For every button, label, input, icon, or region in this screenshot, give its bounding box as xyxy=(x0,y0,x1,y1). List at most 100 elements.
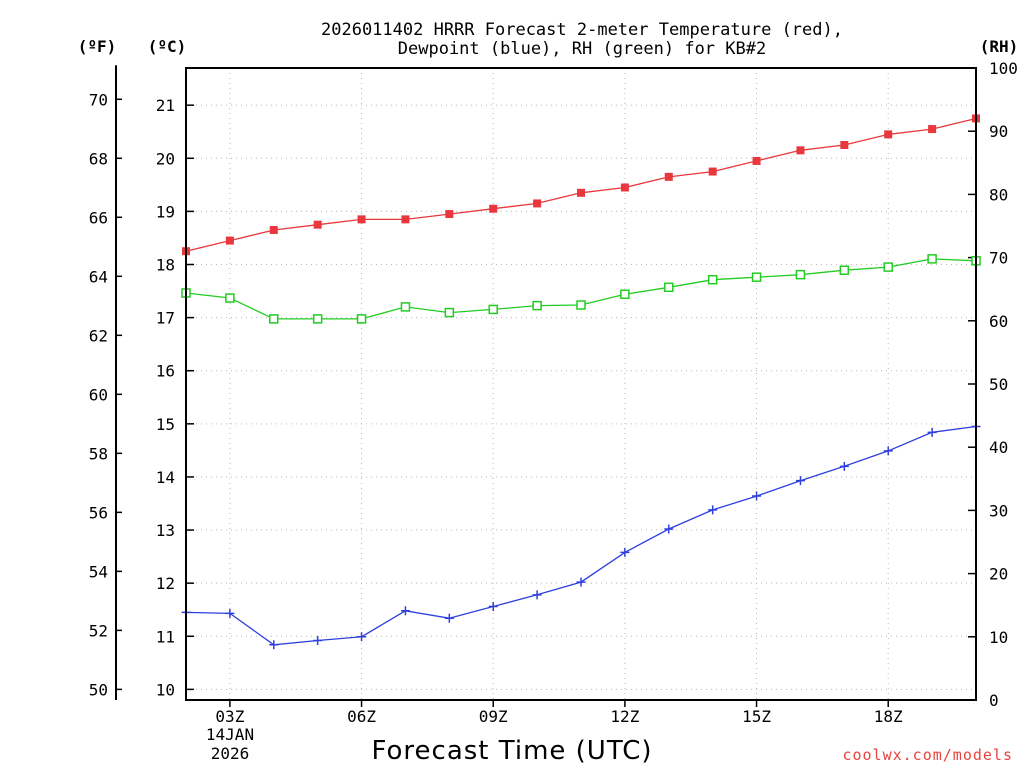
x-tick-label: 18Z xyxy=(874,707,903,726)
dewpoint-point xyxy=(488,602,498,612)
rh-tick-label: 10 xyxy=(989,628,1008,647)
rh-point xyxy=(839,265,850,275)
rh-point xyxy=(664,282,674,293)
fahrenheit-tick-label: 54 xyxy=(89,562,108,581)
x-tick-label: 03Z xyxy=(215,707,244,726)
rh-tick-label: 50 xyxy=(989,375,1008,394)
rh-point xyxy=(620,289,630,300)
fahrenheit-axis: 50 52 54 56 58 60 62 64 66 68 70 xyxy=(89,65,122,700)
dewpoint-point xyxy=(752,491,762,501)
dewpoint-point xyxy=(269,640,279,650)
temperature-point xyxy=(313,220,322,229)
date-label-day: 14JAN xyxy=(206,725,254,744)
dewpoint-point xyxy=(839,461,849,471)
rh-tick-label: 80 xyxy=(989,185,1008,204)
fahrenheit-unit-label: (ºF) xyxy=(78,37,117,56)
temperature-point xyxy=(840,141,849,150)
celsius-tick-label: 18 xyxy=(156,256,175,275)
celsius-tick-label: 19 xyxy=(156,202,175,221)
rh-unit-label: (RH) xyxy=(980,37,1019,56)
fahrenheit-tick-label: 62 xyxy=(89,326,108,345)
site-credit: coolwx.com/models xyxy=(842,746,1013,764)
rh-point xyxy=(532,300,542,311)
chart-title-line2: Dewpoint (blue), RH (green) for KB#2 xyxy=(398,39,766,59)
temperature-point xyxy=(269,225,278,234)
temperature-point xyxy=(620,183,629,192)
rh-tick-label: 40 xyxy=(989,438,1008,457)
dewpoint-line xyxy=(185,425,977,646)
celsius-axis: 10 11 12 13 14 15 16 17 18 19 20 21 xyxy=(156,96,194,699)
dewpoint-point xyxy=(620,547,630,557)
rh-tick-label: 60 xyxy=(989,312,1008,331)
celsius-tick-label: 13 xyxy=(156,521,175,540)
temperature-point xyxy=(884,130,893,139)
temperature-point xyxy=(445,210,454,219)
fahrenheit-tick-label: 52 xyxy=(89,621,108,640)
rh-point xyxy=(707,274,718,285)
temperature-point xyxy=(796,146,805,155)
rh-axis: 0 10 20 30 40 50 60 70 80 90 100 xyxy=(968,59,1018,710)
rh-point xyxy=(269,314,279,324)
dewpoint-point xyxy=(664,524,674,534)
x-tick-label: 06Z xyxy=(347,707,376,726)
rh-point xyxy=(225,293,235,303)
rh-point xyxy=(356,314,367,324)
plot-frame xyxy=(185,67,977,701)
rh-point xyxy=(444,307,455,318)
rh-point xyxy=(795,269,806,280)
rh-point xyxy=(883,262,893,272)
data-series xyxy=(181,114,981,650)
celsius-unit-label: (ºC) xyxy=(148,37,187,56)
rh-point xyxy=(488,304,498,315)
rh-point xyxy=(751,272,762,282)
dewpoint-point xyxy=(708,505,718,515)
rh-tick-label: 0 xyxy=(989,691,999,710)
fahrenheit-tick-label: 60 xyxy=(89,385,108,404)
rh-line xyxy=(185,258,977,320)
dewpoint-point xyxy=(444,613,454,623)
rh-point xyxy=(312,314,323,324)
temperature-point xyxy=(577,188,585,197)
dewpoint-point xyxy=(532,590,542,600)
celsius-tick-label: 10 xyxy=(156,680,175,699)
fahrenheit-tick-label: 50 xyxy=(89,680,108,699)
rh-point xyxy=(576,300,586,310)
rh-point xyxy=(927,254,937,264)
x-tick-label: 09Z xyxy=(479,707,508,726)
celsius-tick-label: 17 xyxy=(156,309,175,328)
celsius-tick-label: 12 xyxy=(156,574,175,593)
temperature-point xyxy=(928,125,937,134)
x-tick-label: 12Z xyxy=(610,707,639,726)
temperature-point xyxy=(489,204,498,213)
celsius-tick-label: 14 xyxy=(156,468,175,487)
x-tick-label: 15Z xyxy=(742,707,771,726)
fahrenheit-tick-label: 70 xyxy=(89,90,108,109)
x-axis: 03Z 06Z 09Z 12Z 15Z 18Z xyxy=(215,700,903,726)
celsius-tick-label: 16 xyxy=(156,362,175,381)
fahrenheit-tick-label: 56 xyxy=(89,503,108,522)
dewpoint-point xyxy=(927,427,937,437)
rh-tick-label: 70 xyxy=(989,249,1008,268)
temperature-point xyxy=(533,199,542,208)
temperature-point xyxy=(664,172,673,181)
dewpoint-point xyxy=(313,636,323,646)
rh-tick-label: 30 xyxy=(989,501,1008,520)
chart-title-line1: 2026011402 HRRR Forecast 2-meter Tempera… xyxy=(321,20,843,40)
fahrenheit-tick-label: 64 xyxy=(89,267,108,286)
celsius-tick-label: 20 xyxy=(156,149,175,168)
fahrenheit-tick-label: 66 xyxy=(89,208,108,227)
temperature-point xyxy=(357,215,366,224)
celsius-tick-label: 11 xyxy=(156,627,175,646)
temperature-point xyxy=(401,215,410,224)
dewpoint-point xyxy=(795,476,805,486)
rh-tick-label: 100 xyxy=(989,59,1018,78)
temperature-point xyxy=(752,156,761,165)
dewpoint-point xyxy=(357,632,367,642)
x-axis-label: Forecast Time (UTC) xyxy=(371,736,652,766)
temperature-line xyxy=(185,117,977,252)
dewpoint-point xyxy=(883,446,893,456)
temperature-point xyxy=(225,236,234,245)
rh-tick-label: 20 xyxy=(989,565,1008,584)
rh-point xyxy=(400,302,411,312)
